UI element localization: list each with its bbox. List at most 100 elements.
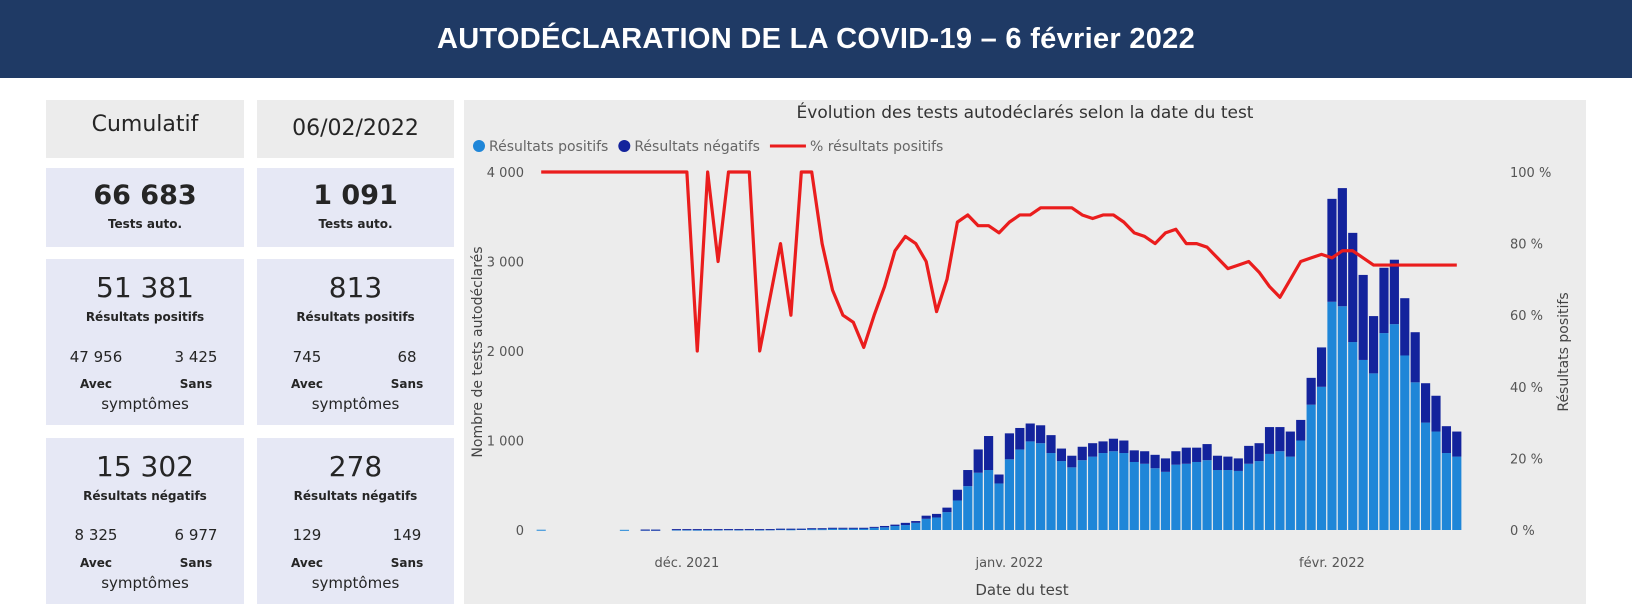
bar-positive bbox=[1452, 456, 1462, 530]
bar-positive bbox=[817, 529, 827, 531]
bar-positive bbox=[984, 470, 994, 530]
daily-positive-value: 813 bbox=[328, 271, 383, 304]
y2-tick-label: 80 % bbox=[1510, 238, 1543, 253]
bar-positive bbox=[1171, 464, 1181, 530]
bar-positive bbox=[1421, 422, 1431, 530]
bar-positive bbox=[942, 512, 952, 530]
bar-negative bbox=[744, 529, 754, 531]
bar-positive bbox=[900, 525, 910, 530]
bar-negative bbox=[1337, 188, 1347, 307]
bar-negative bbox=[1275, 427, 1285, 452]
bar-positive bbox=[1275, 451, 1285, 530]
bar-positive bbox=[1410, 382, 1420, 530]
positive-rate-line bbox=[541, 170, 1457, 353]
bar-negative bbox=[1067, 455, 1077, 468]
bar-negative bbox=[692, 529, 702, 531]
bar-positive bbox=[1296, 440, 1306, 530]
bar-positive bbox=[1077, 460, 1087, 530]
bar-negative bbox=[869, 526, 879, 528]
x-tick-label: févr. 2022 bbox=[1299, 556, 1365, 571]
daily-positive-card: 813 Résultats positifs 745 68 Avec Sans … bbox=[257, 259, 454, 425]
bar-positive bbox=[1400, 355, 1410, 530]
y-tick-label: 3 000 bbox=[487, 256, 524, 271]
daily-negative-card: 278 Résultats négatifs 129 149 Avec Sans… bbox=[257, 438, 454, 604]
cumulative-header: Cumulatif bbox=[46, 100, 244, 158]
bar-positive bbox=[1264, 453, 1275, 530]
bar-negative bbox=[1036, 425, 1046, 444]
legend-label-0: Résultats positifs bbox=[489, 139, 608, 155]
bar-positive bbox=[827, 528, 838, 530]
daily-total-label: Tests auto. bbox=[318, 217, 393, 231]
bar-positive bbox=[994, 483, 1004, 530]
chart-title: Évolution des tests autodéclarés selon l… bbox=[797, 101, 1254, 123]
bar-negative bbox=[775, 528, 786, 530]
bar-negative bbox=[1004, 433, 1014, 460]
cumulative-negative-label: Résultats négatifs bbox=[83, 489, 207, 503]
bar-positive bbox=[536, 529, 546, 531]
bar-negative bbox=[911, 521, 921, 523]
daily-total-card: 1 091 Tests auto. bbox=[257, 168, 454, 247]
bar-positive bbox=[1202, 460, 1212, 530]
bar-positive bbox=[1067, 467, 1077, 530]
daily-negative-label: Résultats négatifs bbox=[293, 489, 418, 503]
legend-label-1: Résultats négatifs bbox=[634, 139, 760, 155]
bar-negative bbox=[1181, 447, 1191, 464]
bar-positive bbox=[1368, 373, 1379, 531]
bar-negative bbox=[1327, 198, 1337, 302]
cumulative-total-label: Tests auto. bbox=[107, 217, 183, 231]
bar-positive bbox=[921, 518, 931, 530]
bar-positive bbox=[848, 528, 858, 530]
page-title: AUTODÉCLARATION DE LA COVID-19 – 6 févri… bbox=[436, 22, 1196, 55]
daily-negative-with-value: 129 bbox=[292, 526, 322, 544]
bar-positive bbox=[1337, 306, 1347, 530]
y-tick-label: 2 000 bbox=[487, 345, 524, 360]
bar-positive bbox=[1160, 471, 1171, 530]
bar-negative bbox=[1421, 383, 1431, 423]
cumulative-header-label: Cumulatif bbox=[91, 112, 199, 137]
without-symptoms-label: Sans bbox=[179, 377, 213, 391]
bar-negative bbox=[1171, 451, 1181, 465]
bar-negative bbox=[879, 525, 890, 528]
bar-positive bbox=[1389, 324, 1399, 530]
without-symptoms-label: Sans bbox=[179, 556, 213, 570]
bar-negative bbox=[1400, 298, 1410, 356]
bar-negative bbox=[1077, 446, 1087, 461]
daily-positive-with-value: 745 bbox=[292, 348, 322, 366]
bar-positive bbox=[1233, 470, 1243, 530]
bar-positive bbox=[1223, 470, 1233, 530]
bar-negative bbox=[890, 524, 900, 526]
bar-negative bbox=[1233, 458, 1243, 471]
x-tick-label: déc. 2021 bbox=[654, 556, 719, 571]
daily-total-value: 1 091 bbox=[313, 180, 398, 211]
bar-positive bbox=[807, 529, 817, 531]
bar-negative bbox=[671, 529, 682, 531]
bar-negative bbox=[848, 527, 858, 529]
y2-tick-label: 40 % bbox=[1510, 381, 1543, 396]
bar-negative bbox=[765, 529, 775, 531]
bar-negative bbox=[734, 529, 744, 531]
bar-positive bbox=[1358, 359, 1368, 530]
bar-negative bbox=[682, 529, 692, 531]
cumulative-negative-card: 15 302 Résultats négatifs 8 325 6 977 Av… bbox=[46, 438, 244, 604]
bar-negative bbox=[1296, 419, 1306, 441]
bar-negative bbox=[1056, 448, 1067, 462]
daily-negative-value: 278 bbox=[328, 450, 383, 483]
bar-positive bbox=[1088, 456, 1098, 530]
bar-positive bbox=[786, 529, 796, 531]
bar-negative bbox=[807, 528, 817, 530]
bar-negative bbox=[1452, 431, 1462, 457]
symptoms-label: symptômes bbox=[311, 395, 400, 413]
bar-negative bbox=[817, 528, 827, 530]
symptoms-label: symptômes bbox=[311, 574, 400, 592]
bar-positive bbox=[1098, 453, 1108, 530]
bar-positive bbox=[619, 529, 630, 531]
bar-negative bbox=[994, 474, 1004, 484]
bar-positive bbox=[1129, 461, 1139, 530]
bar-negative bbox=[796, 528, 806, 530]
bar-negative bbox=[1192, 447, 1202, 462]
bar-positive bbox=[859, 528, 869, 530]
bar-negative bbox=[942, 507, 952, 513]
bar-positive bbox=[1244, 463, 1254, 530]
bar-negative bbox=[1316, 347, 1327, 387]
bar-positive bbox=[838, 528, 848, 530]
